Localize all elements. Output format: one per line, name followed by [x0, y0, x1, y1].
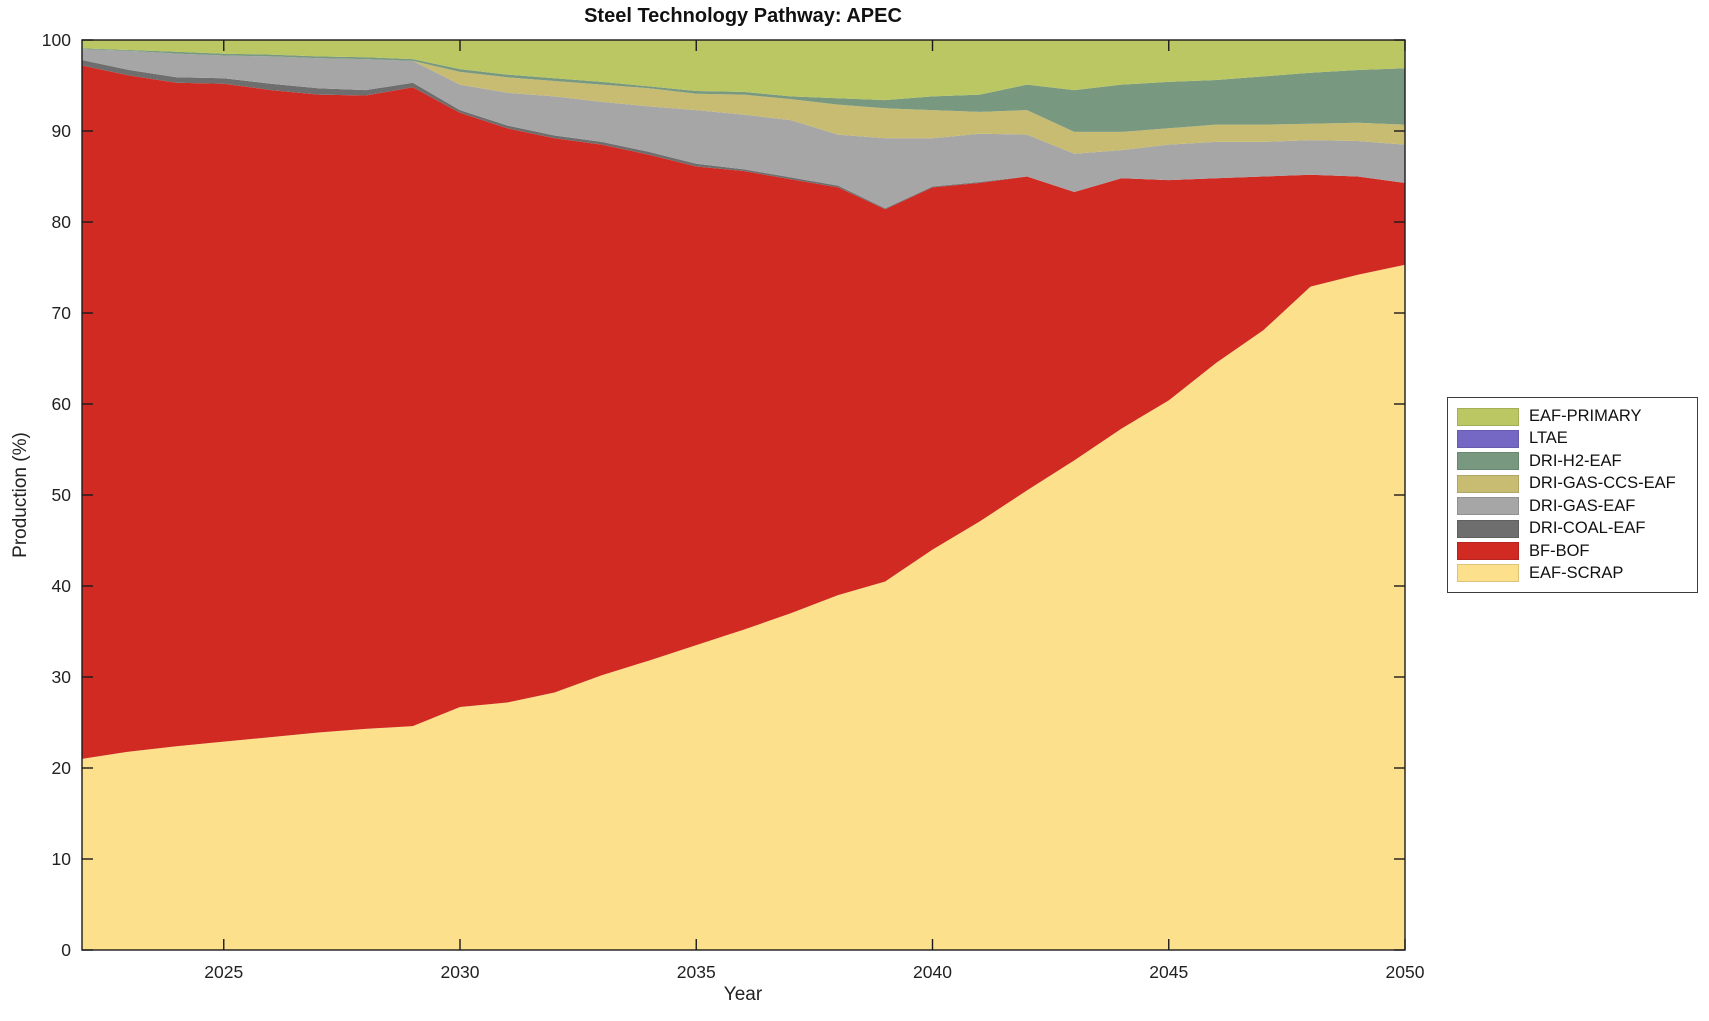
x-tick-label: 2045 [1149, 962, 1188, 982]
y-tick-label: 0 [61, 940, 71, 960]
legend-item-eaf-scrap: EAF-SCRAP [1457, 563, 1697, 584]
legend-item-ltae: LTAE [1457, 428, 1697, 449]
y-tick-label: 90 [52, 121, 72, 141]
legend-swatch-eaf-primary [1457, 407, 1519, 426]
x-tick-label: 2050 [1386, 962, 1425, 982]
y-tick-label: 30 [52, 667, 72, 687]
x-tick-label: 2040 [913, 962, 952, 982]
x-tick-label: 2035 [677, 962, 716, 982]
legend-swatch-bf-bof [1457, 542, 1519, 561]
area-dri-gas-eaf [82, 49, 1405, 209]
y-tick-label: 20 [52, 758, 72, 778]
legend-item-dri-gas-ccs-eaf: DRI-GAS-CCS-EAF [1457, 473, 1697, 494]
y-tick-label: 100 [42, 30, 71, 50]
y-tick-label: 80 [52, 212, 72, 232]
area-dri-gas-ccs-eaf [82, 49, 1405, 154]
legend-label: DRI-COAL-EAF [1529, 519, 1646, 538]
legend-label: EAF-SCRAP [1529, 563, 1624, 582]
x-axis-label: Year [723, 984, 763, 1005]
y-tick-label: 10 [52, 849, 72, 869]
legend-swatch-eaf-scrap [1457, 564, 1519, 583]
area-bf-bof [82, 65, 1405, 759]
legend-item-dri-gas-eaf: DRI-GAS-EAF [1457, 496, 1697, 517]
legend-swatch-dri-gas-ccs-eaf [1457, 474, 1519, 493]
legend-label: DRI-GAS-EAF [1529, 496, 1636, 515]
area-dri-h2-eaf [82, 48, 1405, 132]
legend-item-eaf-primary: EAF-PRIMARY [1457, 406, 1697, 427]
legend-label: DRI-GAS-CCS-EAF [1529, 474, 1676, 493]
y-tick-label: 40 [52, 576, 72, 596]
legend-label: LTAE [1529, 429, 1568, 448]
legend-item-bf-bof: BF-BOF [1457, 541, 1697, 562]
area-eaf-primary [82, 40, 1405, 101]
legend-swatch-dri-coal-eaf [1457, 519, 1519, 538]
legend-item-dri-coal-eaf: DRI-COAL-EAF [1457, 518, 1697, 539]
legend-label: EAF-PRIMARY [1529, 407, 1642, 425]
legend-swatch-dri-gas-eaf [1457, 497, 1519, 516]
legend-swatch-ltae [1457, 429, 1519, 448]
legend-label: BF-BOF [1529, 541, 1590, 560]
x-tick-label: 2025 [204, 962, 243, 982]
legend-swatch-dri-h2-eaf [1457, 452, 1519, 471]
legend: EAF-PRIMARY LTAE DRI-H2-EAF DRI-GAS-CCS-EAF… [1447, 397, 1698, 593]
y-tick-label: 70 [52, 303, 72, 323]
x-tick-label: 2030 [441, 962, 480, 982]
area-eaf-scrap [82, 264, 1405, 950]
y-tick-label: 50 [52, 485, 72, 505]
chart-title: Steel Technology Pathway: APEC [584, 5, 902, 27]
legend-item-dri-h2-eaf: DRI-H2-EAF [1457, 451, 1697, 472]
y-tick-label: 60 [52, 394, 72, 414]
legend-label: DRI-H2-EAF [1529, 451, 1622, 470]
